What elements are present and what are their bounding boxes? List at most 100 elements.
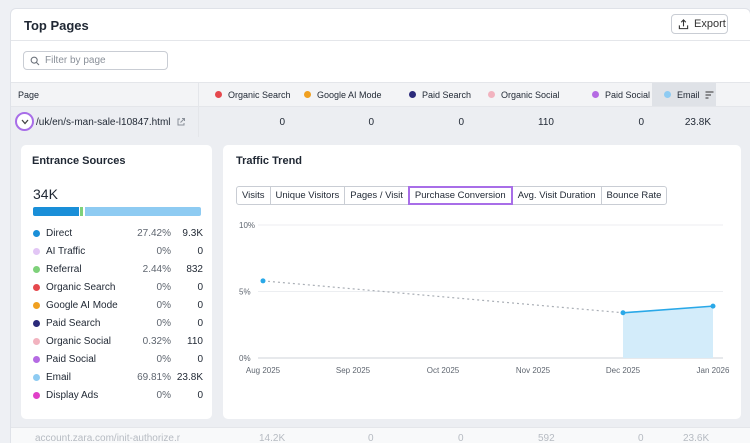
series-line (622, 305, 714, 314)
col-google-ai-mode[interactable]: Google AI Mode (304, 83, 382, 106)
paid-search-dot (409, 91, 416, 98)
x-tick-label: Nov 2025 (516, 366, 551, 375)
area-fill (623, 306, 713, 358)
top-pages-card: Top Pages Export Page Organic Search Goo… (10, 8, 750, 443)
tab-unique-visitors[interactable]: Unique Visitors (269, 186, 346, 205)
google-ai-mode-dot (304, 91, 311, 98)
source-dot (33, 266, 40, 273)
metric-tabs: Visits Unique Visitors Pages / Visit Purcha… (236, 186, 668, 205)
cell-paid-search: 0 (458, 116, 464, 128)
source-dot (33, 392, 40, 399)
filter-field[interactable] (23, 51, 168, 70)
source-row-display-ads: Display Ads 0% 0 (33, 387, 203, 405)
col-organic-search-label: Organic Search (228, 89, 291, 100)
source-count: 0 (197, 354, 203, 365)
col-organic-social[interactable]: Organic Social (488, 83, 560, 106)
source-name: Referral (46, 264, 82, 275)
table-row[interactable]: /uk/en/s-man-sale-l10847.html 0 0 0 110 … (11, 107, 750, 137)
row-page-link[interactable]: /uk/en/s-man-sale-l10847.html (36, 116, 171, 128)
source-dot (33, 320, 40, 327)
data-point (620, 310, 626, 316)
tab-purchase-conversion[interactable]: Purchase Conversion (407, 186, 513, 205)
row-details: Entrance Sources 34K Direct 27.42% 9.3K AI … (11, 137, 750, 427)
source-row-organic-social: Organic Social 0.32% 110 (33, 333, 203, 351)
source-count: 9.3K (182, 228, 203, 239)
cell-organic-social: 110 (538, 116, 554, 128)
source-name: Email (46, 372, 72, 383)
search-icon (30, 56, 40, 65)
source-row-email: Email 69.81% 23.8K (33, 369, 203, 387)
source-percent: 0% (156, 282, 171, 293)
col-paid-search[interactable]: Paid Search (409, 83, 471, 106)
next-cell-organic-social: 592 (538, 433, 555, 443)
col-page[interactable]: Page (18, 83, 39, 106)
source-dot (33, 338, 40, 345)
email-dot (664, 91, 671, 98)
next-cell-email: 23.6K (683, 433, 710, 443)
source-name: Paid Social (46, 354, 97, 365)
card-header: Top Pages Export (11, 9, 750, 39)
col-email-label: Email (677, 89, 700, 100)
col-paid-social[interactable]: Paid Social (592, 83, 650, 106)
sources-stacked-bar (33, 207, 201, 216)
y-tick-label: 5% (239, 288, 251, 297)
source-count: 0 (197, 318, 203, 329)
source-percent: 2.44% (142, 264, 171, 275)
bar-segment-organic-social (83, 207, 85, 216)
source-percent: 0% (156, 354, 171, 365)
data-point (260, 278, 266, 284)
source-percent: 0% (156, 300, 171, 311)
bar-segment-referral (78, 207, 84, 216)
col-organic-search[interactable]: Organic Search (215, 83, 291, 106)
filter-input[interactable] (45, 55, 160, 66)
external-link-icon[interactable] (176, 117, 186, 127)
source-dot (33, 248, 40, 255)
sort-icon[interactable] (705, 90, 714, 99)
source-percent: 0% (156, 246, 171, 257)
x-tick-label: Jan 2026 (697, 366, 730, 375)
next-cell-paid-social: 0 (638, 433, 644, 443)
gap-line (262, 280, 624, 314)
tab-avg-visit-duration[interactable]: Avg. Visit Duration (511, 186, 602, 205)
source-name: Display Ads (46, 390, 99, 401)
export-label: Export (694, 18, 726, 30)
collapse-toggle[interactable] (15, 112, 34, 131)
tab-visits[interactable]: Visits (236, 186, 271, 205)
source-name: Organic Social (46, 336, 112, 347)
source-percent: 0.32% (142, 336, 171, 347)
col-email[interactable]: Email (652, 83, 716, 106)
source-percent: 0% (156, 318, 171, 329)
source-row-direct: Direct 27.42% 9.3K (33, 225, 203, 243)
source-name: Paid Search (46, 318, 101, 329)
traffic-trend-panel: Traffic Trend Visits Unique Visitors Pages… (223, 145, 741, 419)
bar-segment-email (84, 207, 201, 216)
x-tick-label: Aug 2025 (246, 366, 281, 375)
col-paid-social-label: Paid Social (605, 89, 651, 100)
x-tick-label: Oct 2025 (427, 366, 460, 375)
export-button[interactable]: Export (671, 14, 728, 34)
source-dot (33, 356, 40, 363)
col-google-ai-mode-label: Google AI Mode (317, 89, 382, 100)
source-count: 0 (197, 300, 203, 311)
table-row[interactable]: account.zara.com/init-authorize.r 14.2K … (11, 427, 750, 443)
source-count: 23.8K (176, 372, 203, 383)
tab-pages-visit[interactable]: Pages / Visit (344, 186, 409, 205)
entrance-total: 34K (33, 186, 58, 202)
source-row-referral: Referral 2.44% 832 (33, 261, 203, 279)
header-divider (11, 40, 750, 41)
source-percent: 0% (156, 390, 171, 401)
source-name: Direct (46, 228, 73, 239)
page-title: Top Pages (24, 18, 89, 33)
next-row-page[interactable]: account.zara.com/init-authorize.r (35, 433, 181, 443)
source-row-paid-social: Paid Social 0% 0 (33, 351, 203, 369)
source-dot (33, 302, 40, 309)
source-row-paid-search: Paid Search 0% 0 (33, 315, 203, 333)
source-name: Google AI Mode (46, 300, 118, 311)
tab-bounce-rate[interactable]: Bounce Rate (600, 186, 668, 205)
x-tick-label: Dec 2025 (606, 366, 641, 375)
data-point (710, 303, 716, 309)
bar-segment-direct (33, 207, 79, 216)
next-cell-google-ai-mode: 0 (368, 433, 374, 443)
entrance-sources-title: Entrance Sources (32, 155, 126, 167)
traffic-trend-title: Traffic Trend (236, 155, 303, 167)
